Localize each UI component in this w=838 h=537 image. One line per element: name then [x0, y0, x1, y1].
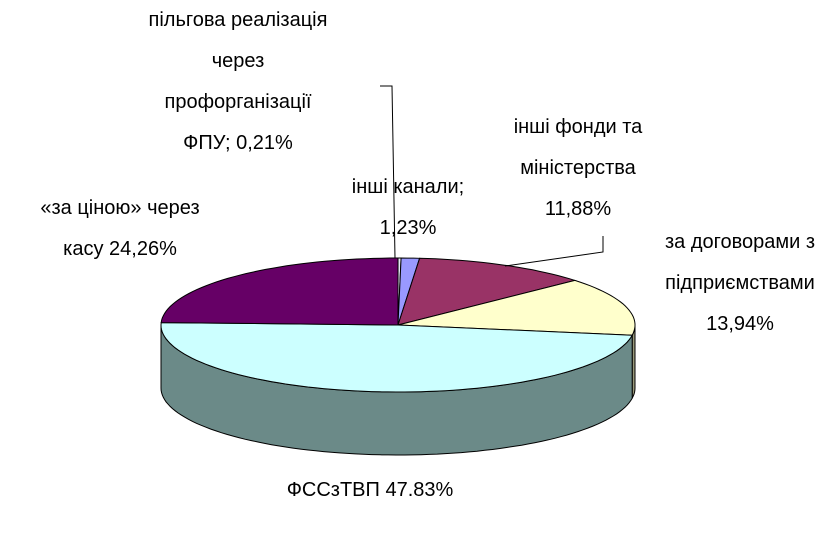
category-label: ФССзТВП	[286, 479, 380, 501]
slice	[397, 279, 636, 336]
value-label: 0,21%	[236, 132, 293, 154]
category-label: інші канали;	[351, 176, 465, 198]
category-label: «за ціною» через касу	[40, 197, 200, 260]
data-label: інші канали; 1,23%	[333, 167, 483, 249]
value-label: 24,26%	[109, 238, 177, 260]
data-label: пільгова реалізація через профорганізаці…	[146, 0, 331, 164]
slice	[160, 322, 634, 393]
value-label: 47.83%	[385, 479, 454, 501]
data-label: інші фонди та міністерства 11,88%	[493, 107, 663, 230]
leader-line	[380, 85, 396, 259]
value-label: 11,88%	[544, 198, 612, 220]
leader-line	[504, 236, 604, 267]
category-label: інші фонди та міністерства	[513, 116, 643, 179]
slice	[397, 257, 577, 326]
value-label: 1,23%	[379, 217, 437, 239]
data-label: за договорами з підприємствами 13,94%	[635, 222, 838, 345]
category-label: за договорами з підприємствами	[664, 231, 816, 294]
data-label: ФССзТВП 47.83%	[280, 470, 460, 511]
category-label: пільгова реалізація через профорганізаці…	[148, 9, 328, 154]
data-label: «за ціною» через касу 24,26%	[23, 188, 218, 270]
pie-tops	[160, 257, 636, 393]
value-label: 13,94%	[706, 313, 774, 335]
slice	[160, 257, 399, 326]
